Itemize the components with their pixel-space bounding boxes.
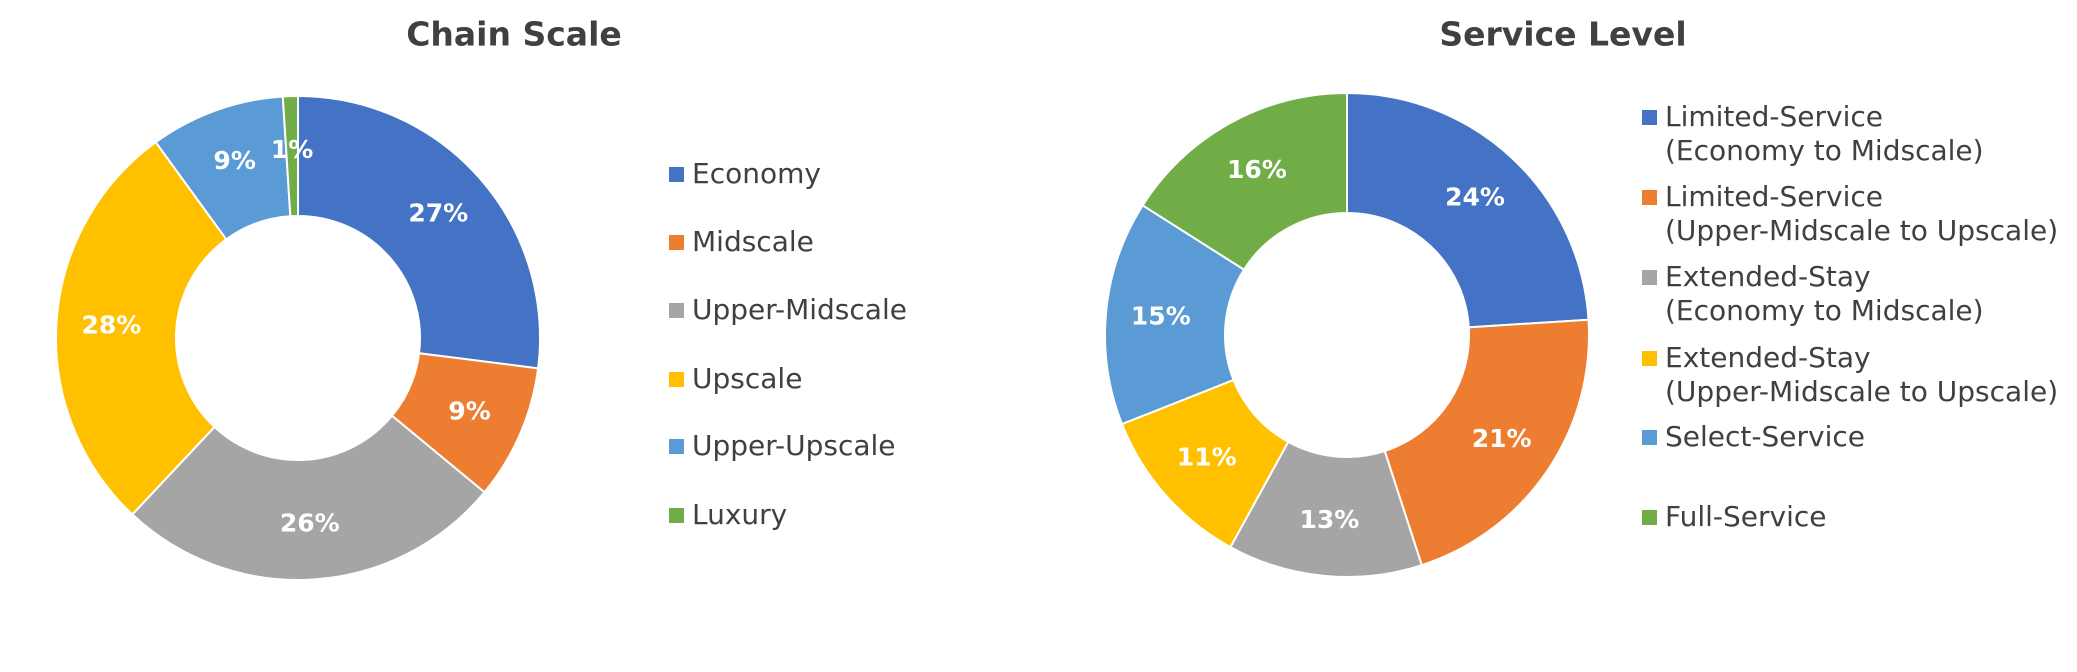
legend-label: Upper-Upscale [692, 429, 896, 462]
legend-swatch [669, 372, 684, 387]
legend-swatch [669, 508, 684, 523]
legend-entry: Full-Service [1642, 500, 1826, 534]
legend-entry: Extended-Stay (Economy to Midscale) [1642, 260, 1984, 328]
donut-slice [1104, 203, 1246, 426]
donut-slice [1141, 91, 1348, 272]
legend-entry: Upper-Upscale [669, 429, 896, 463]
donut-slice [297, 94, 541, 370]
data-label: 9% [213, 146, 255, 175]
donut-slice [130, 414, 486, 581]
donut-slice [1229, 440, 1424, 578]
legend-label: Upscale [692, 362, 803, 395]
data-label: 28% [81, 310, 141, 339]
legend-entry: Upscale [669, 362, 802, 396]
data-label: 16% [1227, 155, 1287, 184]
legend-label: Limited-Service (Economy to Midscale) [1665, 100, 1984, 167]
legend-entry: Select-Service [1642, 420, 1865, 454]
data-label: 13% [1299, 505, 1359, 534]
legend-label: Limited-Service (Upper-Midscale to Upsca… [1665, 180, 2059, 247]
data-label: 24% [1445, 183, 1505, 212]
legend-swatch [1642, 351, 1657, 366]
legend-entry: Limited-Service (Economy to Midscale) [1642, 100, 1984, 168]
chart-title: Service Level [1439, 15, 1686, 54]
data-label: 11% [1177, 443, 1237, 472]
data-label: 26% [280, 509, 340, 538]
donut-slice [1383, 318, 1590, 567]
legend-swatch [1642, 110, 1657, 125]
legend-swatch [669, 235, 684, 250]
legend-label: Extended-Stay (Upper-Midscale to Upscale… [1665, 341, 2059, 408]
legend-swatch [669, 303, 684, 318]
legend-swatch [1642, 190, 1657, 205]
data-label: 21% [1472, 424, 1532, 453]
donut-slice [1346, 91, 1590, 329]
legend-label: Select-Service [1665, 420, 1865, 453]
legend-swatch [1642, 510, 1657, 525]
legend-entry: Limited-Service (Upper-Midscale to Upsca… [1642, 180, 2058, 248]
legend-entry: Economy [669, 157, 821, 191]
data-label: 15% [1131, 301, 1191, 330]
legend-entry: Midscale [669, 225, 814, 259]
donut-slice [281, 94, 299, 218]
legend-label: Midscale [692, 225, 814, 258]
legend-label: Luxury [692, 498, 788, 531]
legend-entry: Upper-Midscale [669, 293, 907, 327]
legend-entry: Extended-Stay (Upper-Midscale to Upscale… [1642, 341, 2058, 409]
legend-swatch [669, 439, 684, 454]
data-label: 9% [448, 396, 490, 425]
legend-swatch [1642, 270, 1657, 285]
legend-label: Full-Service [1665, 500, 1827, 533]
legend-label: Economy [692, 157, 821, 190]
legend-label: Extended-Stay (Economy to Midscale) [1665, 260, 1984, 327]
chart-title: Chain Scale [406, 15, 622, 54]
data-label: 27% [408, 198, 468, 227]
donut-slice [55, 140, 228, 516]
legend-label: Upper-Midscale [692, 293, 907, 326]
legend-entry: Luxury [669, 498, 787, 532]
legend-swatch [1642, 430, 1657, 445]
data-label: 1% [271, 135, 313, 164]
legend-swatch [669, 167, 684, 182]
